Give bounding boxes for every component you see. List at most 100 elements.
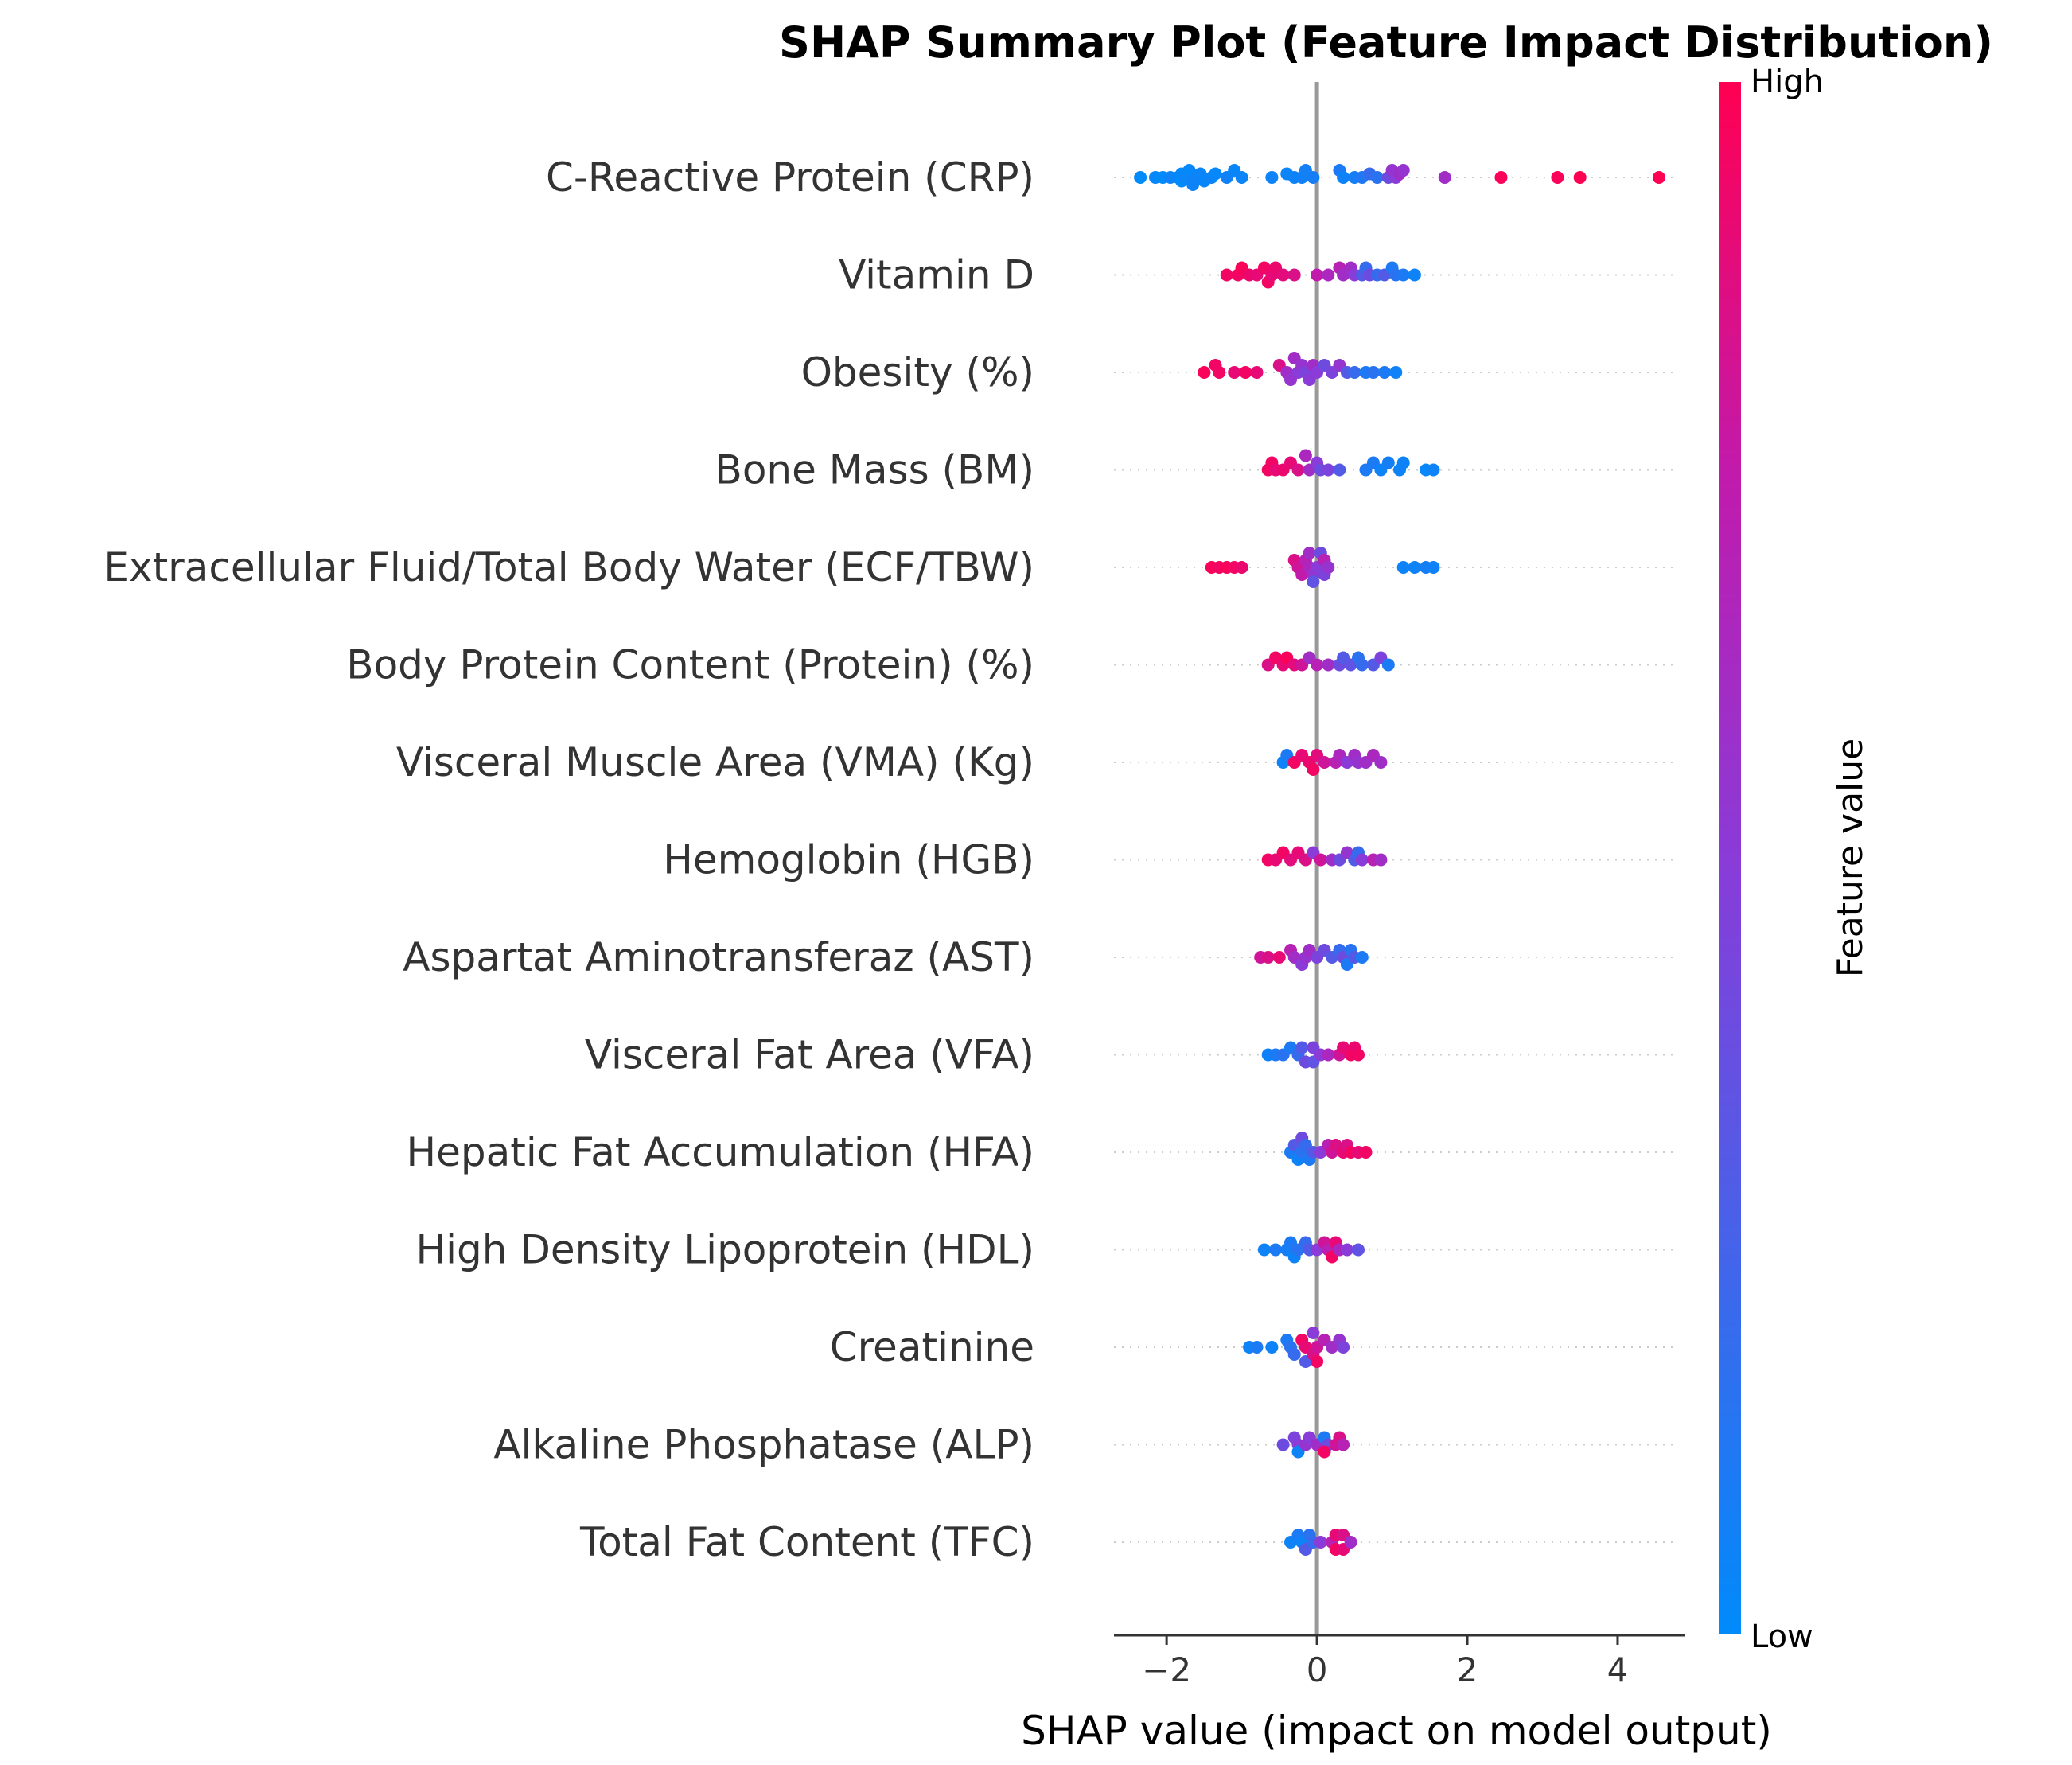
shap-dot [1494,171,1508,184]
feature-label: Alkaline Phosphatase (ALP) [493,1422,1034,1468]
colorbar-gradient [1719,82,1741,1634]
x-ticks: −2 0 2 4 [1142,1635,1628,1689]
shap-dot [1134,171,1147,184]
shap-dot [1307,171,1320,184]
shap-dot [1337,1341,1350,1354]
shap-dot [1228,366,1241,379]
shap-dot [1396,456,1410,469]
feature-label: Obesity (%) [801,349,1034,395]
feature-labels: C-Reactive Protein (CRP) Vitamin D Obesity… [103,154,1034,1565]
shap-dot [1261,951,1275,964]
shap-dot [1250,366,1264,379]
shap-dot [1322,268,1335,282]
shap-dot [1573,171,1587,184]
shap-dot [1355,658,1369,672]
shap-dot [1396,268,1410,282]
shap-dot [1652,171,1665,184]
shap-dot [1307,763,1320,776]
x-tick-label: 4 [1607,1650,1629,1689]
shap-dot [1340,1243,1353,1257]
shap-dot [1333,463,1346,477]
feature-label: Bone Mass (BM) [715,447,1034,493]
shap-dot [1276,1438,1290,1451]
feature-label: High Density Lipoprotein (HDL) [416,1227,1034,1273]
shap-dot [1322,463,1335,477]
shap-dot [1348,366,1361,379]
shap-dot [1311,1355,1324,1368]
shap-dot [1374,853,1388,867]
shap-dot [1344,1536,1357,1549]
shap-dot [1318,1445,1331,1459]
colorbar-high-label: High [1751,64,1824,100]
shap-dot [1359,1146,1373,1159]
shap-dot [1378,366,1392,379]
x-tick-label: 2 [1457,1650,1478,1689]
shap-dot [1307,575,1320,588]
shap-dot [1370,171,1384,184]
colorbar: High Low Feature value [1719,64,1871,1655]
shap-dot [1396,561,1410,574]
shap-dot [1337,171,1350,184]
feature-label: Visceral Muscle Area (VMA) (Kg) [396,739,1034,785]
shap-dot [1198,366,1211,379]
shap-dot [1322,658,1335,672]
shap-dot [1551,171,1564,184]
shap-dot [1291,463,1305,477]
feature-label: Hepatic Fat Accumulation (HFA) [406,1129,1034,1175]
feature-label: Creatinine [830,1324,1034,1370]
shap-dot [1209,167,1222,181]
shap-dot [1314,853,1327,867]
shap-dot [1381,456,1395,469]
feature-label: Aspartat Aminotransferaz (AST) [403,934,1034,980]
feature-label: C-Reactive Protein (CRP) [546,154,1034,201]
shap-dot [1318,756,1331,769]
shap-dot [1272,951,1286,964]
dots [1134,164,1665,1556]
shap-dot [1235,561,1248,574]
shap-dot [1239,366,1252,379]
colorbar-title: Feature value [1830,738,1871,977]
shap-dot [1352,1243,1365,1257]
shap-dot [1427,561,1440,574]
shap-dot [1322,561,1335,574]
shap-dot [1374,756,1388,769]
shap-dot [1438,171,1451,184]
shap-dot [1265,1341,1279,1354]
shap-dot [1287,1348,1301,1361]
shap-dot [1396,164,1410,177]
x-tick-label: −2 [1142,1650,1191,1689]
shap-dot [1352,1048,1365,1062]
chart-title: SHAP Summary Plot (Feature Impact Distri… [779,18,1993,68]
shap-dot [1427,463,1440,477]
feature-label: Extracellular Fluid/Total Body Water (EC… [103,544,1034,590]
x-tick-label: 0 [1307,1650,1328,1689]
shap-dot [1311,268,1324,282]
shap-dot [1337,1438,1350,1451]
shap-dot [1408,268,1421,282]
shap-dot [1389,366,1403,379]
shap-dot [1322,1048,1335,1062]
shap-dot [1235,171,1248,184]
shap-dot [1295,1041,1309,1054]
feature-label: Body Protein Content (Protein) (%) [346,642,1034,688]
feature-label: Total Fat Content (TFC) [579,1519,1034,1565]
colorbar-low-label: Low [1751,1619,1813,1655]
shap-dot [1381,658,1395,672]
shap-dot [1287,268,1301,282]
shap-dot [1307,1327,1320,1339]
feature-label: Hemoglobin (HGB) [663,837,1034,883]
feature-label: Vitamin D [839,252,1034,298]
shap-dot [1257,1243,1271,1257]
feature-label: Visceral Fat Area (VFA) [585,1032,1034,1078]
shap-dot [1269,1243,1283,1257]
shap-dot [1303,547,1316,559]
shap-dot [1299,449,1312,462]
shap-dot [1220,268,1233,282]
shap-dot [1355,853,1369,867]
shap-dot [1213,366,1226,379]
shap-dot [1250,1341,1264,1354]
shap-dot [1314,1536,1327,1549]
x-axis-label: SHAP value (impact on model output) [1021,1708,1772,1754]
shap-dot [1366,366,1380,379]
